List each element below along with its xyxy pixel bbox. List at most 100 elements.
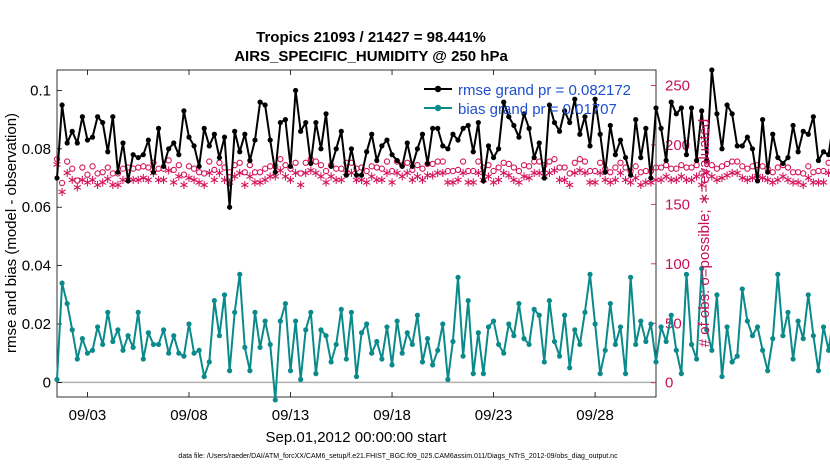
obs-evaluated-point: ∗: [366, 170, 377, 185]
obs-evaluated-point: ∗: [574, 164, 585, 179]
obs-possible-point: [657, 164, 665, 171]
bias-point: [191, 350, 197, 356]
bias-point: [59, 280, 65, 286]
data-file-footer: data file: /Users/raeder/DAI/ATM_forcXX/…: [178, 453, 618, 460]
bias-point: [729, 359, 735, 365]
obs-possible-point: [551, 156, 558, 163]
obs-evaluated-point: ∗: [412, 170, 423, 185]
bias-point: [709, 347, 715, 353]
bias-point: [465, 298, 471, 304]
obs-evaluated-point: ∗: [534, 166, 545, 181]
obs-evaluated-point: ∗: [493, 173, 504, 188]
rmse-point: [247, 157, 253, 164]
bias-point: [120, 347, 126, 353]
obs-evaluated-point: ∗: [285, 173, 296, 188]
rmse-point: [59, 102, 65, 108]
obs-possible-point: [510, 164, 518, 171]
bias-point: [272, 397, 278, 403]
bias-point: [135, 309, 141, 315]
obs-possible-point: [591, 167, 599, 175]
rmse-point: [404, 140, 410, 146]
obs-evaluated-point: ∗: [407, 173, 418, 188]
obs-evaluated-point: ∗: [387, 176, 398, 191]
rmse-point: [582, 114, 588, 120]
obs-possible-point: [292, 159, 299, 166]
rmse-point: [277, 119, 283, 126]
obs-possible-point: [261, 165, 269, 172]
obs-evaluated-point: ∗: [422, 168, 433, 183]
bias-point: [638, 318, 644, 324]
rmse-point: [688, 105, 695, 111]
obs-evaluated-point: ∗: [250, 176, 261, 191]
bias-point: [820, 324, 827, 330]
bias-point: [531, 306, 537, 313]
bias-point: [333, 341, 339, 348]
bias-point: [699, 265, 705, 272]
rmse-point: [754, 178, 761, 184]
bias-point: [155, 341, 162, 348]
rmse-point: [760, 117, 766, 123]
bias-point: [171, 333, 177, 339]
obs-possible-point: [104, 164, 111, 171]
obs-evaluated-point: ∗: [600, 173, 611, 188]
obs-evaluated-point: ∗: [189, 173, 200, 188]
rmse-point: [541, 175, 547, 181]
bias-point: [617, 324, 624, 330]
bias-point: [577, 341, 583, 348]
rmse-point: [171, 140, 177, 146]
rmse-point: [176, 152, 182, 158]
obs-evaluated-point: ∗: [112, 178, 123, 193]
rmse-point: [221, 134, 228, 140]
obs-possible-point: [388, 167, 396, 175]
obs-evaluated-point: ∗: [686, 173, 697, 188]
obs-possible-point: [794, 169, 802, 176]
bias-point: [323, 333, 329, 339]
bias-point: [186, 321, 192, 327]
rmse-point: [414, 146, 421, 152]
y-tick-label: 0.04: [22, 258, 51, 275]
rmse-point: [699, 108, 705, 114]
rmse-point: [232, 128, 238, 134]
obs-possible-point: [805, 163, 812, 170]
rmse-point: [196, 163, 202, 169]
bias-point: [282, 300, 289, 307]
bias-point: [308, 309, 314, 315]
bias-point: [597, 371, 603, 377]
bias-point: [760, 347, 766, 353]
obs-possible-point: [784, 164, 792, 171]
bias-point: [89, 347, 96, 353]
rmse-point: [597, 131, 603, 137]
rmse-point: [628, 172, 634, 178]
bias-point: [237, 271, 243, 277]
rmse-point: [810, 114, 816, 120]
obs-evaluated-point: ∗: [498, 166, 509, 181]
obs-evaluated-point: ∗: [214, 166, 225, 181]
obs-possible-point: [277, 156, 284, 163]
rmse-point: [419, 131, 426, 137]
bias-point: [394, 318, 400, 324]
bias-point: [567, 365, 573, 371]
obs-evaluated-point: ∗: [275, 164, 286, 179]
rmse-point: [348, 146, 355, 152]
bias-point: [176, 350, 182, 356]
obs-possible-point: [201, 170, 208, 177]
obs-evaluated-point: ∗: [194, 176, 205, 191]
rmse-point: [84, 137, 91, 143]
bias-point: [673, 347, 679, 353]
rmse-point: [394, 157, 400, 164]
obs-evaluated-point: ∗: [564, 178, 575, 193]
obs-possible-point: [256, 169, 264, 176]
bias-point: [633, 341, 639, 348]
obs-evaluated-point: ∗: [118, 173, 129, 188]
obs-possible-point: [454, 166, 462, 174]
bias-point: [800, 336, 806, 342]
bias-point: [825, 347, 830, 353]
bias-point: [409, 341, 415, 348]
bias-point: [125, 333, 131, 339]
bias-point: [374, 338, 380, 345]
obs-possible-point: [338, 165, 345, 172]
rmse-point: [496, 146, 502, 152]
bias-point: [130, 344, 136, 350]
rmse-point: [424, 160, 431, 167]
obs-evaluated-point: ∗: [239, 178, 250, 193]
